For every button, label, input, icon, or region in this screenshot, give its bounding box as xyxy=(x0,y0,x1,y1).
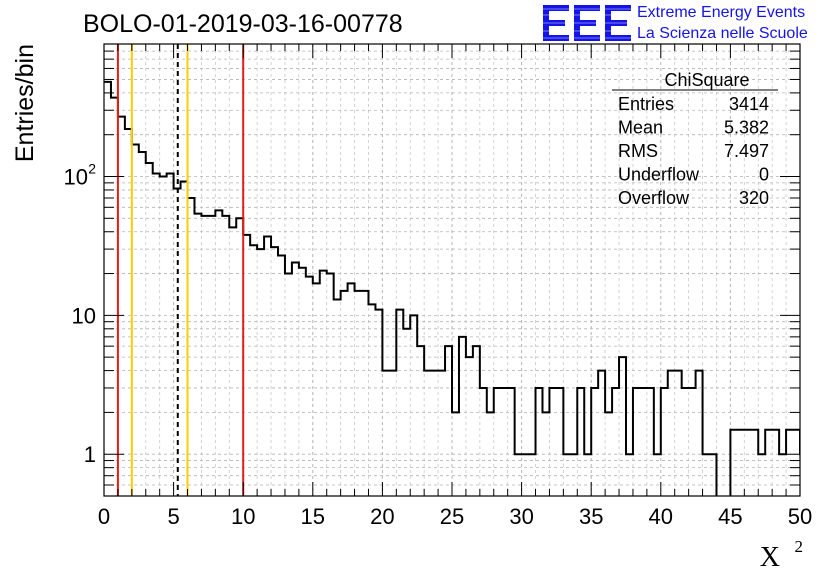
x-tick-label: 50 xyxy=(788,504,812,529)
stats-label: Underflow xyxy=(618,165,700,185)
stats-value: 7.497 xyxy=(724,141,769,161)
stats-label: RMS xyxy=(618,141,658,161)
stats-box-name: ChiSquare xyxy=(664,70,749,90)
x-tick-label: 30 xyxy=(509,504,533,529)
histogram-title: BOLO-01-2019-03-16-00778 xyxy=(83,10,403,38)
x-axis-label: X xyxy=(760,542,780,572)
stats-label: Overflow xyxy=(618,188,690,208)
x-tick-label: 45 xyxy=(718,504,742,529)
grid xyxy=(104,44,800,496)
logo-line-1: Extreme Energy Events xyxy=(637,4,806,21)
stats-value: 5.382 xyxy=(724,118,769,138)
x-tick-label: 15 xyxy=(301,504,325,529)
y-tick-label: 10 xyxy=(64,164,88,189)
x-tick-label: 20 xyxy=(370,504,394,529)
x-tick-label: 25 xyxy=(440,504,464,529)
eee-logo-icon xyxy=(543,5,633,41)
x-tick-label: 0 xyxy=(98,504,110,529)
logo-line-2: La Scienza nelle Scuole xyxy=(637,25,808,42)
x-tick-label: 10 xyxy=(231,504,255,529)
x-axis-label-exponent: 2 xyxy=(795,537,804,556)
stats-value: 320 xyxy=(739,188,769,208)
x-tick-label: 35 xyxy=(579,504,603,529)
x-tick-label: 5 xyxy=(167,504,179,529)
histogram-series xyxy=(104,80,800,496)
stats-label: Entries xyxy=(618,94,674,114)
x-tick-label: 40 xyxy=(649,504,673,529)
y-tick-label: 10 xyxy=(72,303,96,328)
y-axis-label: Entries/bin xyxy=(11,44,39,162)
stats-value: 0 xyxy=(759,165,769,185)
stats-value: 3414 xyxy=(729,94,769,114)
stats-label: Mean xyxy=(618,118,663,138)
y-tick-label: 1 xyxy=(84,442,96,467)
y-tick-label-exponent: 2 xyxy=(88,160,96,176)
stats-box: ChiSquare Entries 3414 Mean 5.382 RMS 7.497 Und… xyxy=(612,70,778,208)
